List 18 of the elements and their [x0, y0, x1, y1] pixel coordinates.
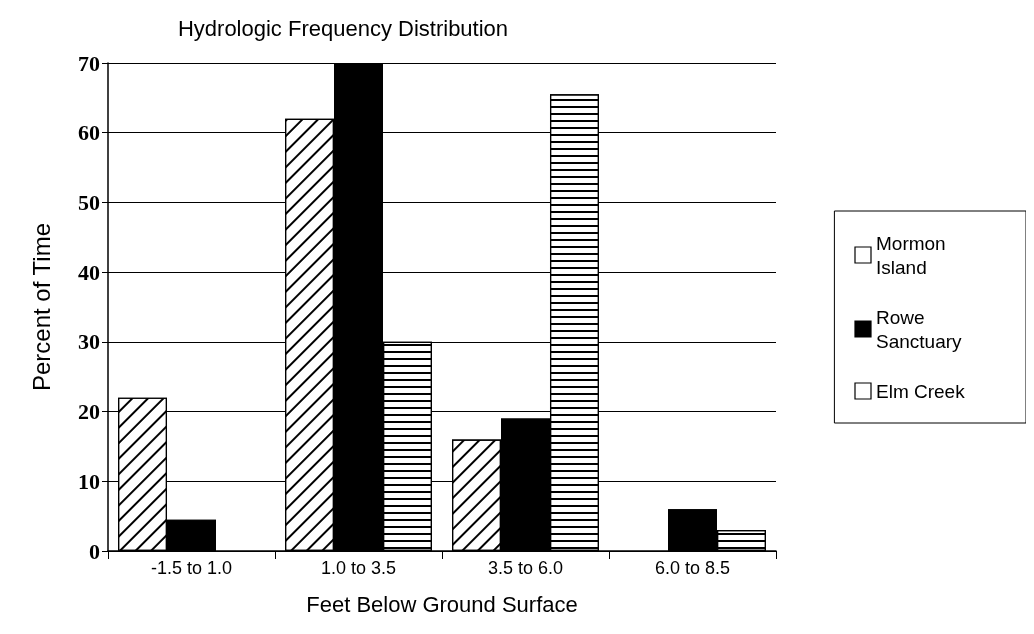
y-tick-label: 30: [78, 329, 100, 355]
legend-label: Mormon Island: [876, 232, 951, 278]
y-tick-label: 50: [78, 189, 100, 215]
y-tick-label: 60: [78, 120, 100, 146]
y-tick-label: 20: [78, 399, 100, 425]
x-tick-label: -1.5 to 1.0: [150, 558, 233, 578]
y-tick-label: 10: [78, 468, 100, 494]
x-tick-label: 6.0 to 8.5: [654, 558, 731, 578]
x-tick-label: 1.0 to 3.5: [320, 558, 397, 578]
y-tick-label: 0: [89, 538, 100, 564]
x-axis-title: Feet Below Ground Surface: [306, 591, 578, 617]
chart-title: Hydrologic Frequency Distribution: [177, 15, 509, 41]
y-axis-title: Percent of Time: [27, 222, 55, 392]
legend-label: Rowe Sanctuary: [876, 306, 963, 352]
x-tick-label: 3.5 to 6.0: [487, 558, 564, 578]
y-tick-label: 70: [78, 50, 100, 76]
y-tick-label: 40: [78, 259, 100, 285]
legend-label: Elm Creek: [876, 380, 966, 402]
